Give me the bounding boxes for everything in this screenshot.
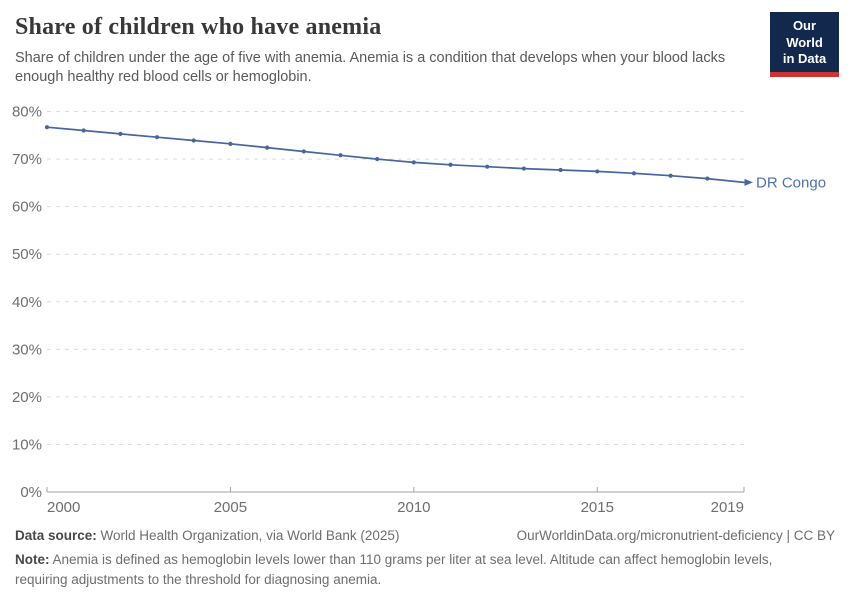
data-point[interactable] xyxy=(595,169,600,174)
y-axis-tick-label: 0% xyxy=(20,484,42,501)
note-label: Note: xyxy=(15,552,50,567)
y-axis-tick-label: 80% xyxy=(12,104,42,121)
series-label-dr-congo[interactable]: DR Congo xyxy=(756,174,826,191)
chart-footer: Data source: World Health Organization, … xyxy=(15,528,835,591)
data-point[interactable] xyxy=(375,156,380,162)
x-axis-tick-label: 2005 xyxy=(214,499,247,516)
chart-note: Note: Anemia is defined as hemoglobin le… xyxy=(15,550,783,591)
data-point[interactable] xyxy=(118,131,123,136)
x-axis-tick-label: 2000 xyxy=(47,499,80,516)
data-point[interactable] xyxy=(81,128,86,133)
data-point[interactable] xyxy=(558,167,563,173)
data-point[interactable] xyxy=(448,162,453,167)
owid-logo-line2: in Data xyxy=(782,51,827,67)
line-end-arrow-icon xyxy=(744,178,753,186)
data-point[interactable] xyxy=(521,166,526,171)
data-point[interactable] xyxy=(411,160,416,165)
data-source-value: World Health Organization, via World Ban… xyxy=(100,528,400,543)
owid-logo[interactable]: Our World in Data xyxy=(770,12,839,77)
page-title: Share of children who have anemia xyxy=(15,14,382,40)
data-point[interactable] xyxy=(228,141,233,146)
series-line-dr-congo[interactable] xyxy=(46,126,745,184)
data-point[interactable] xyxy=(668,173,673,178)
x-axis-tick-label: 2015 xyxy=(581,499,614,516)
data-point[interactable] xyxy=(485,164,490,169)
y-axis-tick-label: 70% xyxy=(12,151,42,168)
data-source-label: Data source: xyxy=(15,528,97,543)
owid-logo-line1: Our World xyxy=(786,18,823,50)
y-axis-tick-label: 40% xyxy=(12,294,42,311)
data-source: Data source: World Health Organization, … xyxy=(15,528,399,543)
chart-subtitle: Share of children under the age of five … xyxy=(15,50,726,86)
note-text: Anemia is defined as hemoglobin levels l… xyxy=(15,552,773,588)
chart-header: Share of children who have anemia Share … xyxy=(0,0,850,87)
y-axis-tick-label: 50% xyxy=(12,246,42,263)
data-point[interactable] xyxy=(338,153,343,158)
y-axis-tick-label: 60% xyxy=(12,199,42,216)
y-axis-tick-label: 10% xyxy=(12,436,42,453)
data-point[interactable] xyxy=(191,138,196,143)
data-point[interactable] xyxy=(301,149,306,154)
data-point[interactable] xyxy=(44,125,50,130)
data-point[interactable] xyxy=(154,135,160,140)
data-point[interactable] xyxy=(265,145,270,150)
data-point[interactable] xyxy=(631,171,637,176)
data-point[interactable] xyxy=(705,176,710,181)
y-axis-tick-label: 20% xyxy=(12,389,42,406)
x-axis-tick-label: 2019 xyxy=(711,499,744,516)
license-link[interactable]: OurWorldinData.org/micronutrient-deficie… xyxy=(516,528,835,543)
x-axis-tick-label: 2010 xyxy=(397,499,430,516)
y-axis-tick-label: 30% xyxy=(12,341,42,358)
